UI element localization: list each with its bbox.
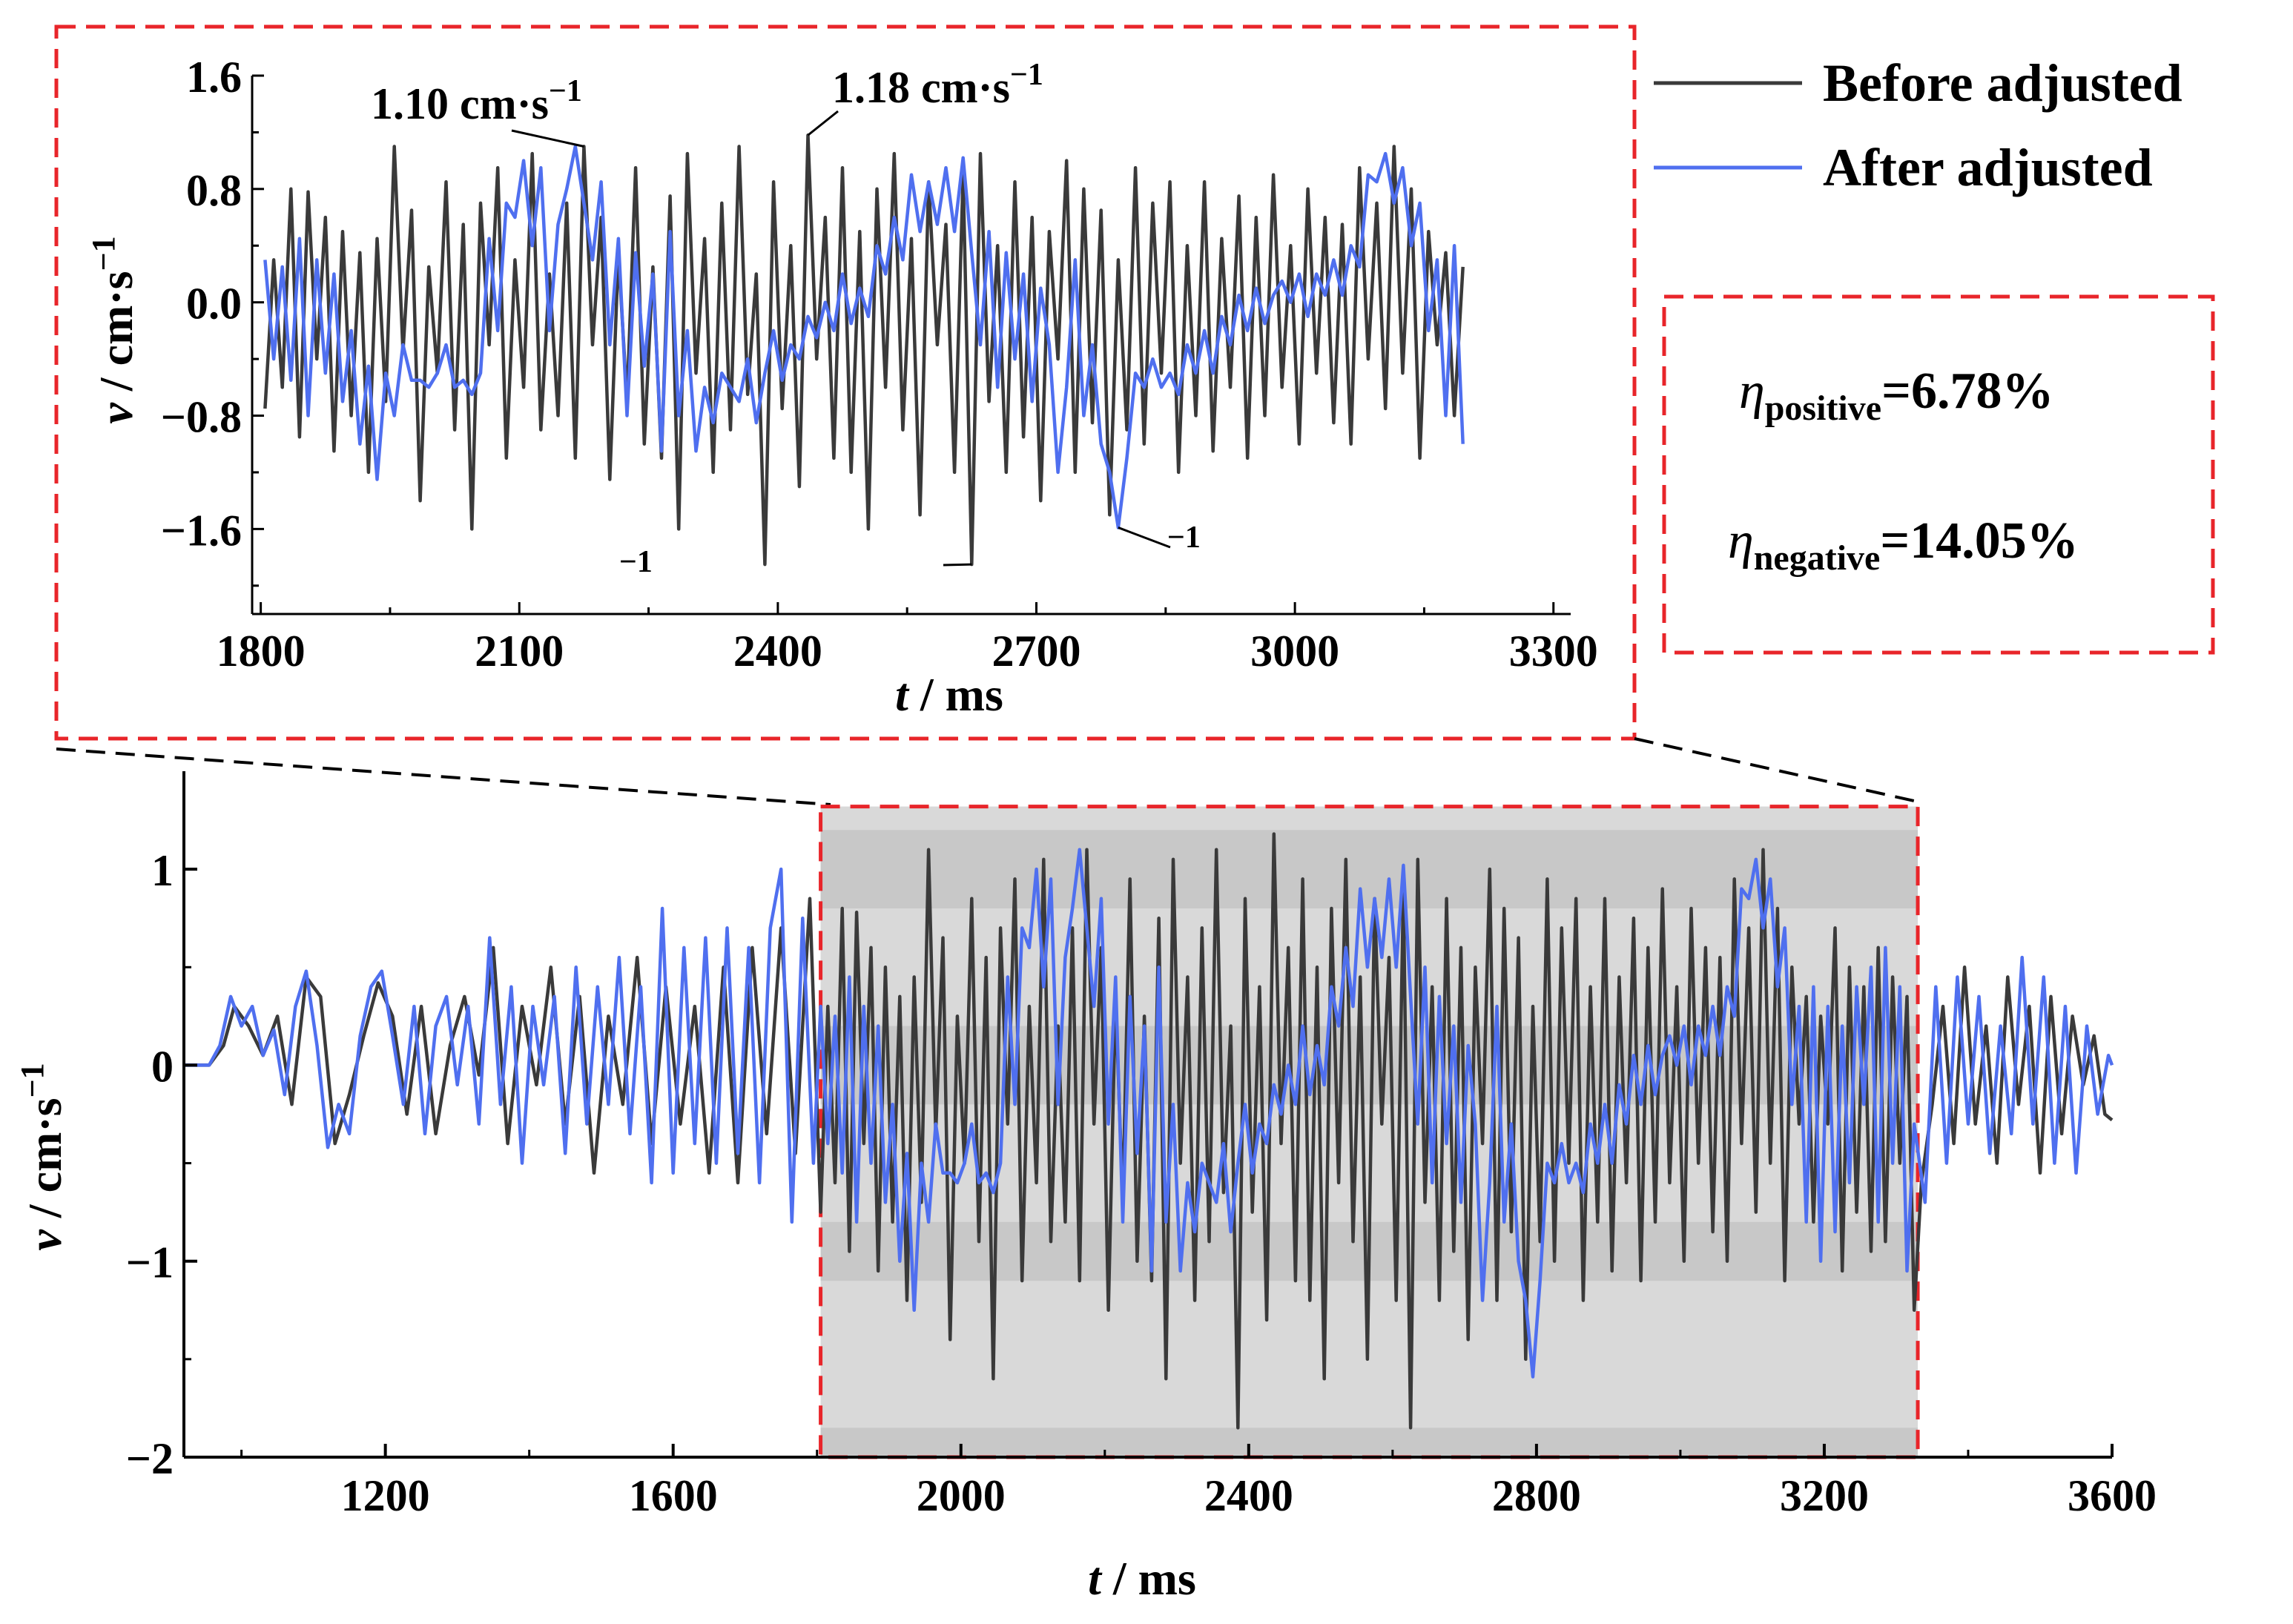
- main-chart: 1200 1600 2000 2400 2800 3200 3600 −2 −1 0 1 t / m…: [14, 771, 2157, 1605]
- inset-x-axis-label: t / ms: [895, 668, 1003, 721]
- main-x-tick-label: 3600: [2068, 1471, 2157, 1520]
- annotation-label: −1: [619, 545, 653, 579]
- inset-annotations: 1.10 cm·s−1 1.18 cm·s−1 −1 −1: [371, 58, 1201, 579]
- main-x-axis-label: t / ms: [1088, 1552, 1196, 1605]
- main-y-axis-label: v / cm·s−1: [14, 1063, 71, 1250]
- inset-x-tick-label: 2400: [733, 627, 822, 676]
- highlight-band-3: [820, 1427, 1918, 1457]
- inset-axes: 1800 2100 2400 2700 3000 3300 −1.6 −0.8 0.0 0.8 1.…: [161, 53, 1598, 676]
- annotation-leader: [807, 110, 839, 136]
- inset-x-tick-label: 2100: [475, 627, 564, 676]
- inset-x-tick-label: 2700: [992, 627, 1081, 676]
- inset-series-group: [263, 133, 1465, 567]
- main-y-tick-label: 1: [151, 846, 174, 895]
- legend-label-before: Before adjusted: [1823, 53, 2183, 113]
- inset-y-tick-label: −0.8: [161, 393, 242, 442]
- eta-negative: ηnegative=14.05%: [1728, 512, 2079, 578]
- legend-label-after: After adjusted: [1823, 138, 2153, 197]
- inset-y-axis-label: v / cm·s−1: [85, 236, 142, 423]
- inset-frame: [54, 24, 1637, 741]
- series-line-before-adjusted: [184, 832, 2114, 1430]
- annotation-leader: [1118, 527, 1171, 549]
- stats-box: ηpositive=6.78% ηnegative=14.05%: [1728, 363, 2079, 578]
- inset-y-tick-label: 0.8: [186, 166, 242, 215]
- main-axes: 1200 1600 2000 2400 2800 3200 3600 −2 −1 0 1: [126, 771, 2157, 1520]
- main-x-tick-label: 2000: [917, 1471, 1006, 1520]
- connector-left: [56, 747, 831, 806]
- main-x-tick-label: 3200: [1780, 1471, 1869, 1520]
- main-y-tick-label: 0: [151, 1042, 174, 1091]
- legend: Before adjusted After adjusted: [1654, 53, 2183, 197]
- inset-line-after-adjusted: [263, 145, 1465, 529]
- inset-x-tick-label: 1800: [217, 627, 306, 676]
- annotation-label: −1: [1167, 521, 1201, 555]
- inset-chart: 1800 2100 2400 2700 3000 3300 −1.6 −0.8 0.0 0.8 1.…: [85, 53, 1598, 721]
- eta-positive: ηpositive=6.78%: [1739, 363, 2053, 428]
- stats-frame: [1662, 294, 2215, 655]
- inset-y-tick-label: 0.0: [186, 280, 242, 329]
- main-series-group: [184, 832, 2114, 1430]
- annotation-label: 1.18 cm·s−1: [832, 58, 1043, 112]
- inset-line-before-adjusted: [263, 133, 1465, 567]
- main-x-tick-label: 2400: [1204, 1471, 1293, 1520]
- annotation-leader: [943, 563, 972, 567]
- inset-y-tick-label: 1.6: [186, 53, 242, 102]
- annotation-label: 1.10 cm·s−1: [371, 74, 582, 128]
- connector-right: [1634, 737, 1921, 804]
- main-x-tick-label: 2800: [1492, 1471, 1581, 1520]
- main-y-tick-label: −1: [126, 1238, 174, 1287]
- main-x-tick-label: 1600: [629, 1471, 718, 1520]
- main-y-tick-label: −2: [126, 1434, 174, 1483]
- series-line-after-adjusted: [184, 848, 2114, 1379]
- main-x-tick-label: 1200: [341, 1471, 430, 1520]
- inset-x-tick-label: 3300: [1509, 627, 1598, 676]
- inset-x-tick-label: 3000: [1250, 627, 1339, 676]
- inset-y-tick-label: −1.6: [161, 506, 242, 555]
- annotation-leader: [511, 129, 584, 148]
